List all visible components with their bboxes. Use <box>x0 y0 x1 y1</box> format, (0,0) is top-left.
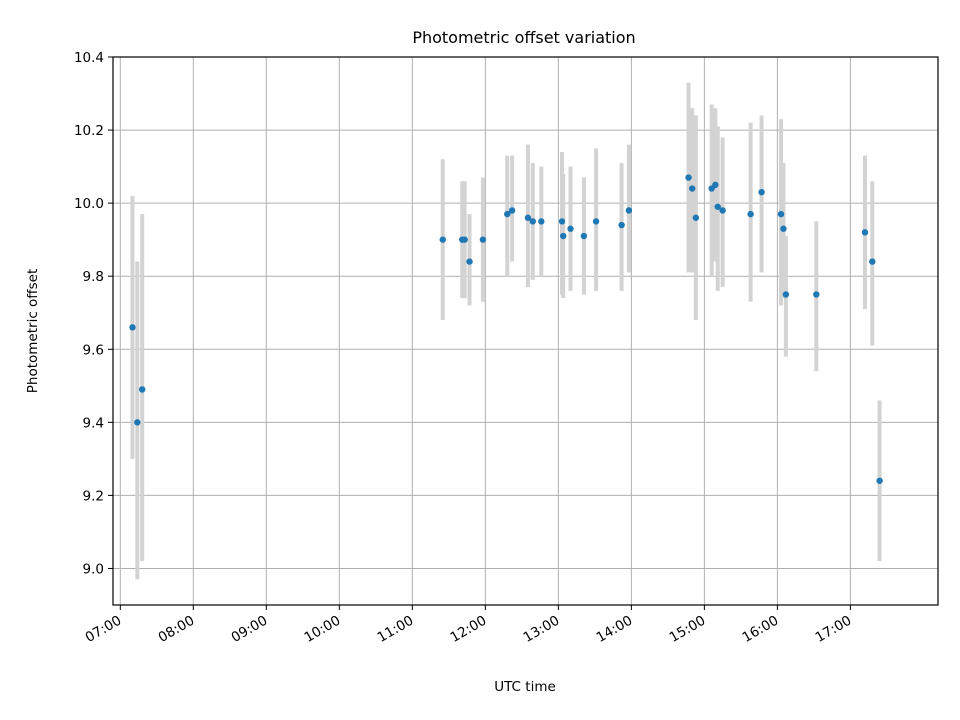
data-point <box>508 207 516 214</box>
data-point <box>139 386 146 393</box>
x-tick-label: 08:00 <box>156 613 198 646</box>
data-point <box>618 221 625 229</box>
data-point <box>625 207 633 214</box>
data-point <box>692 214 700 221</box>
data-point <box>719 207 726 214</box>
errorbars <box>130 82 882 580</box>
data-point <box>461 236 468 243</box>
data-point <box>747 210 754 218</box>
data-point <box>782 291 790 298</box>
x-tick-label: 14:00 <box>594 613 636 646</box>
data-point <box>538 218 545 225</box>
y-tick-label: 9.0 <box>83 561 104 577</box>
data-point <box>134 419 141 426</box>
data-point <box>689 185 696 192</box>
x-tick-label: 10:00 <box>302 613 344 646</box>
data-point <box>558 218 566 225</box>
y-tick-label: 10.2 <box>74 123 104 139</box>
data-point <box>712 181 719 189</box>
y-tick-label: 9.2 <box>83 488 104 504</box>
y-tick-label: 9.4 <box>83 415 104 431</box>
data-point <box>129 324 136 331</box>
data-point <box>813 291 820 298</box>
gridlines <box>113 56 938 605</box>
data-point <box>524 214 532 221</box>
y-tick-label: 9.8 <box>83 269 104 285</box>
x-axis-label: UTC time <box>494 679 556 695</box>
data-point <box>869 258 876 265</box>
data-point <box>567 225 574 232</box>
data-point <box>861 229 869 236</box>
data-point <box>529 218 537 225</box>
x-tick-label: 15:00 <box>667 613 709 646</box>
plot-frame <box>112 56 939 606</box>
y-axis-label: Photometric offset <box>25 269 41 393</box>
y-axis-ticks: 9.0 9.2 9.4 9.6 9.8 10.0 10.2 10.4 <box>74 50 113 577</box>
data-point <box>876 477 883 484</box>
x-tick-label: 11:00 <box>375 613 417 646</box>
data-point <box>479 236 487 243</box>
y-tick-label: 9.6 <box>83 342 104 358</box>
y-tick-label: 10.0 <box>74 196 104 212</box>
x-tick-label: 16:00 <box>740 613 782 646</box>
y-tick-label: 10.4 <box>74 50 104 66</box>
data-point <box>777 210 785 218</box>
data-point <box>560 232 567 240</box>
data-point <box>580 232 588 240</box>
x-tick-label: 09:00 <box>229 613 271 646</box>
data-point <box>685 174 692 181</box>
x-tick-label: 07:00 <box>83 613 125 646</box>
data-point <box>466 258 473 265</box>
data-point <box>714 203 721 210</box>
data-point <box>758 188 765 196</box>
x-tick-label: 13:00 <box>521 613 563 646</box>
data-point <box>592 218 600 225</box>
data-points <box>129 174 883 484</box>
data-point <box>504 210 511 218</box>
data-point <box>780 225 787 232</box>
x-tick-label: 12:00 <box>448 613 490 646</box>
chart-title: Photometric offset variation <box>412 28 635 47</box>
x-tick-label: 17:00 <box>813 613 855 646</box>
data-point <box>439 236 446 243</box>
x-axis-ticks: 07:00 08:00 09:00 10:00 11:00 12:00 13:00 14:00… <box>83 605 855 646</box>
